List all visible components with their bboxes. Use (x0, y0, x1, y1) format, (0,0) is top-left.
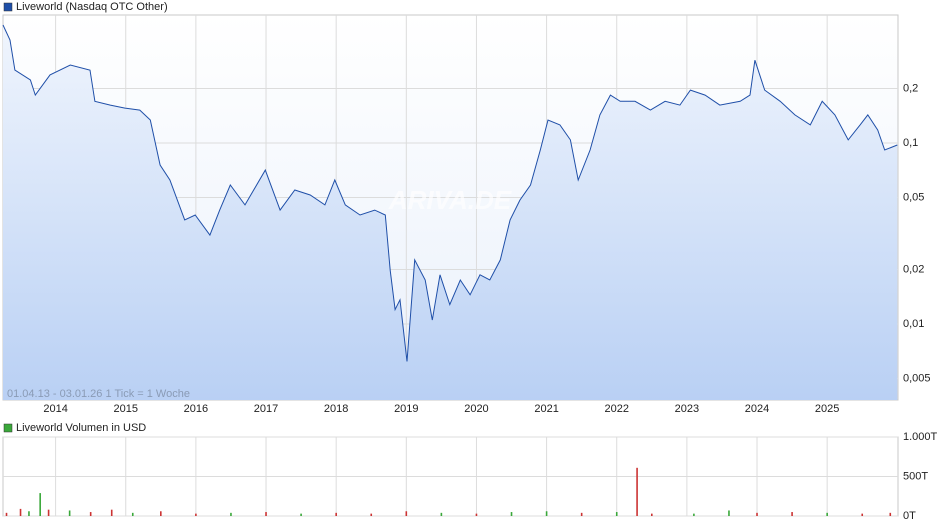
volume-bar (545, 511, 548, 516)
volume-bar (47, 509, 50, 516)
volume-bar (195, 513, 197, 516)
volume-bar (693, 513, 695, 516)
y-tick-label: 0,05 (903, 191, 924, 203)
y-tick-label: 0,1 (903, 137, 918, 149)
volume-bar (405, 511, 408, 516)
volume-bar (39, 493, 41, 516)
volume-bar (110, 509, 113, 516)
x-tick-label: 2016 (184, 403, 208, 415)
volume-bar (475, 513, 478, 516)
volume-bar (510, 512, 513, 516)
volume-bar (19, 508, 22, 516)
y-tick-label: 0T (903, 510, 916, 522)
volume-bar (756, 512, 758, 516)
volume-bar (300, 513, 302, 516)
x-tick-label: 2017 (254, 403, 278, 415)
legend-label: Liveworld (Nasdaq OTC Other) (16, 1, 168, 13)
legend-swatch (3, 2, 13, 12)
volume-bar (230, 512, 232, 516)
watermark: ARIVA.DE (388, 185, 512, 215)
volume-bar (889, 512, 892, 516)
x-tick-label: 2020 (464, 403, 488, 415)
x-tick-label: 2015 (114, 403, 138, 415)
volume-bar (335, 512, 337, 516)
y-tick-label: 0,01 (903, 318, 924, 330)
volume-bar (5, 512, 8, 516)
volume-bar (89, 512, 92, 516)
x-tick-label: 2018 (324, 403, 348, 415)
date-range-note: 01.04.13 - 03.01.26 1 Tick = 1 Woche (7, 388, 190, 400)
volume-bar (728, 510, 730, 516)
x-tick-label: 2022 (604, 403, 628, 415)
legend-swatch (3, 423, 13, 433)
y-tick-label: 0,02 (903, 263, 924, 275)
volume-bar (265, 512, 267, 516)
y-tick-label: 0,005 (903, 372, 931, 384)
volume-bar (791, 512, 793, 516)
y-tick-label: 500T (903, 470, 928, 482)
price-area (3, 25, 898, 400)
volume-bar (28, 511, 30, 516)
volume-bar (636, 467, 638, 516)
volume-bar (861, 513, 864, 516)
volume-bar (440, 512, 443, 516)
price-line (2, 24, 898, 362)
volume-bar (131, 512, 134, 516)
x-tick-label: 2025 (815, 403, 839, 415)
volume-bar (160, 511, 162, 516)
volume-bar (580, 512, 583, 516)
volume-bar (370, 513, 373, 516)
x-tick-label: 2024 (745, 403, 769, 415)
y-tick-label: 0,2 (903, 82, 918, 94)
x-tick-label: 2014 (43, 403, 67, 415)
x-tick-label: 2023 (675, 403, 699, 415)
volume-bar (615, 512, 618, 516)
y-tick-label: 1.000T (903, 431, 938, 443)
x-tick-label: 2021 (534, 403, 558, 415)
legend-label: Liveworld Volumen in USD (16, 422, 146, 434)
x-tick-label: 2019 (394, 403, 418, 415)
volume-bar (68, 510, 71, 516)
volume-bar (826, 512, 828, 516)
volume-bar (651, 513, 653, 516)
